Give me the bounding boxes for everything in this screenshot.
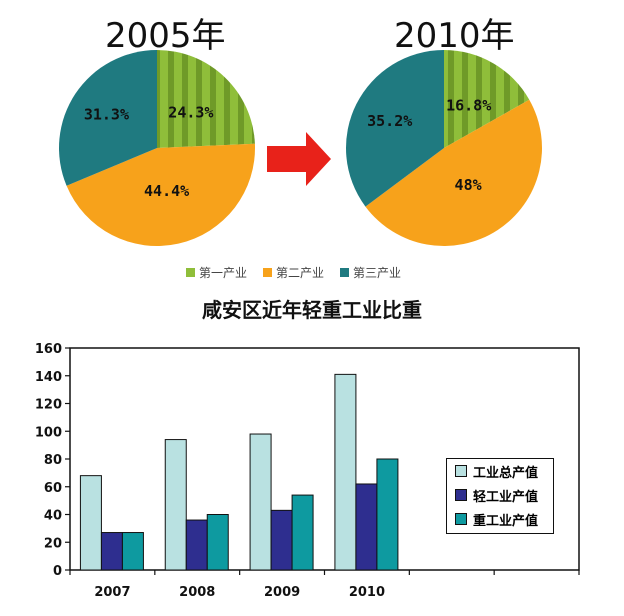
x-tick-label: 2007 [94,585,130,600]
y-tick-label: 140 [35,370,62,385]
bar-2007-heavy [121,532,144,571]
bar-legend-light: 轻工业产值 [447,483,553,507]
y-tick-label: 80 [44,453,62,468]
bar-2009-light [270,509,293,571]
y-tick-label: 20 [44,536,62,551]
legend-swatch-tertiary [340,268,350,277]
bar-2010-total [334,373,357,571]
bar-2010-heavy [376,458,399,571]
y-tick-label: 160 [35,342,62,357]
bar-legend-label-light: 轻工业产值 [473,489,539,505]
bar-2008-heavy [206,514,229,571]
bar-legend-total: 工业总产值 [447,459,553,483]
legend-swatch-primary [186,268,195,277]
bar-legend: 工业总产值 轻工业产值 重工业产值 [446,458,554,534]
bar-2007-light [100,532,123,571]
legend-item-tertiary: 第三产业 [340,264,401,281]
bar-2007-total [79,475,102,571]
x-tick-label: 2008 [179,585,215,600]
pie-2005-title: 2005年 [105,16,226,56]
y-tick-label: 60 [44,481,62,496]
bar-legend-label-heavy: 重工业产值 [473,513,539,529]
bar-legend-swatch-heavy [455,513,467,525]
arrow-right-icon [267,132,331,186]
pie-0-label-secondary: 44.4% [144,182,189,200]
bar-2009-total [249,433,272,571]
bar-chart: 0 20 40 60 80 100 120 140 160 2007 2008 2009 2010 [35,342,580,600]
pie-charts: 24.3% 44.4% 31.3% 16.8% 48% 35.2% [59,50,542,247]
y-tick-label: 40 [44,509,62,524]
pie-1-slice-tertiary [345,50,444,207]
y-tick-label: 0 [53,564,62,579]
legend-swatch-secondary [263,268,273,277]
legend-item-secondary: 第二产业 [263,264,324,281]
bar-legend-swatch-total [455,465,467,477]
pie-legend: 第一产业 第二产业 第三产业 [186,264,401,281]
bar-chart-title: 咸安区近年轻重工业比重 [202,298,422,322]
x-tick-label: 2009 [264,585,300,600]
pie-1-slice-primary [444,50,530,148]
pie-0-slice-tertiary [59,50,157,186]
y-tick-label: 100 [35,425,62,440]
pie-1-label-secondary: 48% [455,176,482,194]
pie-0-slice-secondary [66,143,256,246]
pie-0-slice-primary [157,50,255,148]
pie-1-slice-secondary [365,99,542,247]
legend-label-primary: 第一产业 [199,266,248,280]
legend-label-secondary: 第二产业 [276,266,325,280]
pie-0-label-primary: 24.3% [168,104,213,122]
bar-legend-swatch-light [455,489,467,501]
bar-2010-light [355,483,378,571]
y-tick-label: 120 [35,398,62,413]
bar-2008-light [185,519,208,571]
x-tick-label: 2010 [349,585,385,600]
bar-legend-heavy: 重工业产值 [447,507,553,531]
bar-2008-total [164,439,187,571]
legend-label-tertiary: 第三产业 [353,266,402,280]
pie-1-label-tertiary: 35.2% [367,112,412,130]
pie-1-label-primary: 16.8% [446,97,491,115]
pie-2010-title: 2010年 [394,16,515,56]
bar-2009-heavy [291,494,314,571]
pie-0-label-tertiary: 31.3% [84,105,129,123]
legend-item-primary: 第一产业 [186,264,247,281]
bar-legend-label-total: 工业总产值 [473,465,539,481]
